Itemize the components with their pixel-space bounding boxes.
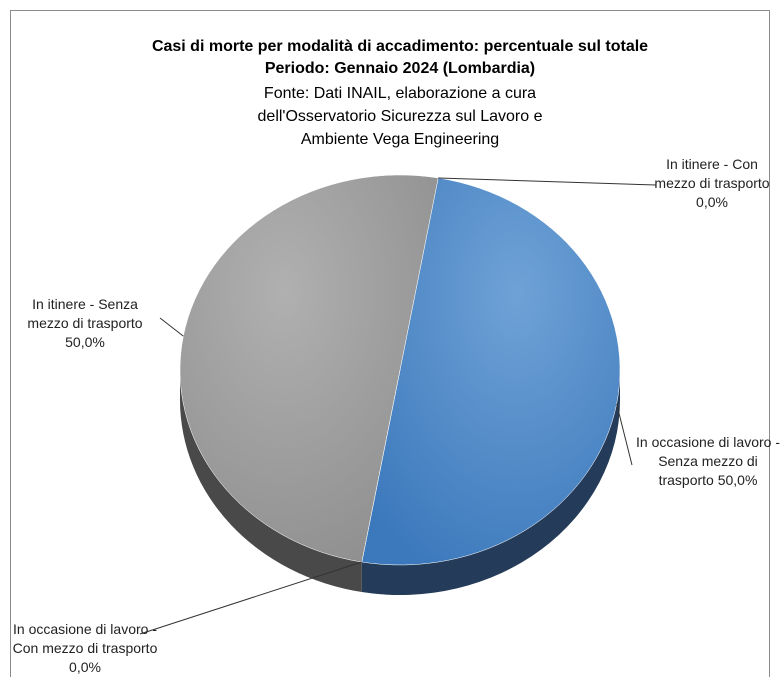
category-name: In occasione di lavoro - Con mezzo di tr… <box>12 621 158 656</box>
data-label: In occasione di lavoro - Con mezzo di tr… <box>10 620 160 677</box>
title-line: Casi di morte per modalità di accadiment… <box>151 38 649 55</box>
leader-line <box>159 317 184 337</box>
leader-line <box>438 177 657 186</box>
chart-subtitle: Fonte: Dati INAIL, elaborazione a cura d… <box>257 85 543 148</box>
value-label: 50,0% <box>717 472 758 488</box>
value-label: 0,0% <box>69 659 101 675</box>
value-label: 50,0% <box>65 334 105 350</box>
leader-line <box>616 403 633 466</box>
category-name: In itinere - Senza mezzo di trasporto <box>27 296 143 331</box>
data-label: In itinere - Con mezzo di trasporto 0,0% <box>647 155 777 212</box>
data-label: In occasione di lavoro - Senza mezzo di … <box>633 433 781 490</box>
title-line: Periodo: Gennaio 2024 (Lombardia) <box>264 60 536 77</box>
chart-title: Casi di morte per modalità di accadiment… <box>40 36 760 80</box>
category-name: In occasione di lavoro - Senza mezzo di … <box>636 434 780 488</box>
chart-border <box>10 10 770 677</box>
value-label: 0,0% <box>696 194 728 210</box>
leader-line <box>139 561 362 635</box>
slice-side <box>180 370 362 593</box>
slice-side <box>361 370 620 595</box>
category-name: In itinere - Con mezzo di trasporto <box>654 156 770 191</box>
data-label: In itinere - Senza mezzo di trasporto 50… <box>15 295 155 352</box>
